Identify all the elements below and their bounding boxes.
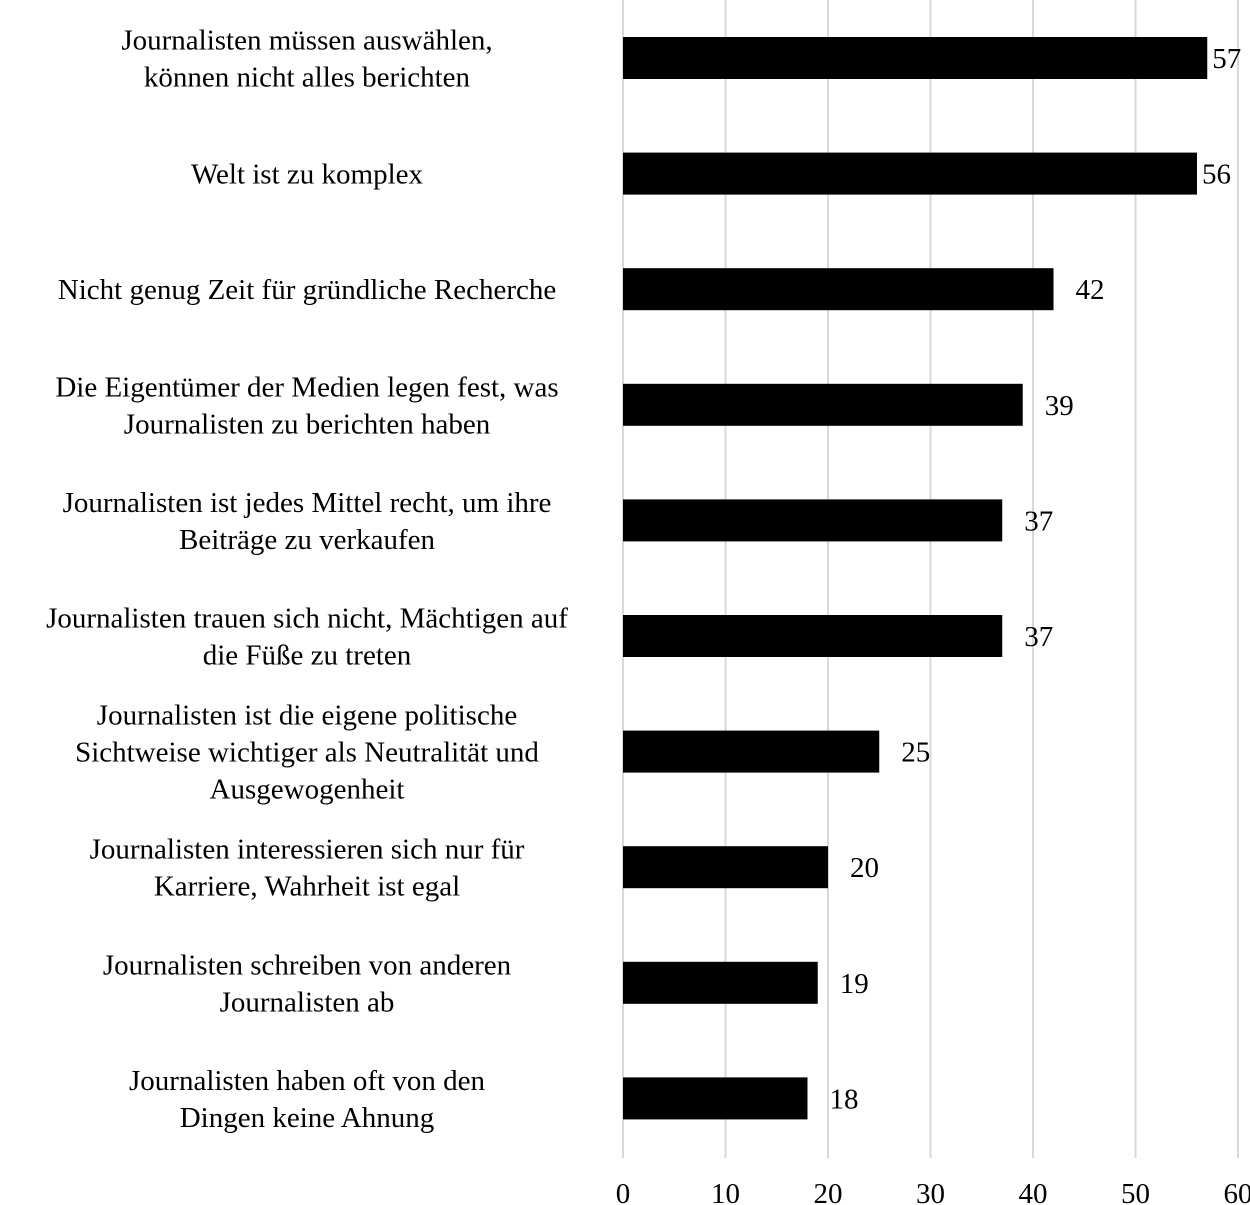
bar bbox=[623, 152, 1197, 195]
category-label: Journalisten ist jedes Mittel recht, um … bbox=[63, 487, 552, 556]
x-tick-label: 10 bbox=[711, 1178, 740, 1205]
x-tick-label: 0 bbox=[616, 1178, 631, 1205]
category-label: Journalisten interessieren sich nur für K… bbox=[90, 834, 525, 903]
bar bbox=[623, 615, 1003, 657]
bar bbox=[623, 383, 1023, 426]
data-label: 56 bbox=[1202, 159, 1231, 191]
data-label: 42 bbox=[1076, 274, 1105, 306]
bar bbox=[623, 730, 880, 773]
data-labels: 57 56 42 39 37 37 25 20 19 18 bbox=[830, 43, 1242, 1115]
bar bbox=[623, 499, 1003, 542]
category-label: Die Eigentümer der Medien legen fest, wa… bbox=[55, 371, 558, 440]
bar bbox=[623, 1077, 808, 1120]
category-label: Journalisten haben oft von den Dingen kei… bbox=[129, 1065, 485, 1134]
category-label: Journalisten schreiben von anderen Journa… bbox=[103, 949, 512, 1018]
data-label: 19 bbox=[840, 968, 869, 1000]
data-label: 57 bbox=[1212, 43, 1241, 75]
data-label: 37 bbox=[1024, 621, 1053, 653]
x-tick-label: 60 bbox=[1224, 1178, 1250, 1205]
data-label: 37 bbox=[1024, 505, 1053, 537]
x-tick-label: 30 bbox=[916, 1178, 945, 1205]
category-labels: Journalisten müssen auswählen, können nic… bbox=[46, 25, 568, 1134]
x-tick-label: 40 bbox=[1019, 1178, 1048, 1205]
data-label: 25 bbox=[901, 737, 930, 769]
bars bbox=[623, 37, 1208, 1120]
data-label: 20 bbox=[850, 852, 879, 884]
bar bbox=[623, 846, 828, 889]
x-tick-label: 50 bbox=[1121, 1178, 1150, 1205]
category-label: Journalisten ist die eigene politische Si… bbox=[75, 700, 539, 806]
x-axis-tick-labels: 0 10 20 30 40 50 60 bbox=[616, 1178, 1250, 1205]
x-tick-label: 20 bbox=[814, 1178, 843, 1205]
category-label: Journalisten trauen sich nicht, Mächtige… bbox=[46, 603, 568, 672]
data-label: 39 bbox=[1045, 390, 1074, 422]
data-label: 18 bbox=[830, 1083, 859, 1115]
category-label: Journalisten müssen auswählen, können nic… bbox=[121, 25, 492, 94]
bar bbox=[623, 37, 1208, 79]
category-label: Welt ist zu komplex bbox=[191, 159, 424, 191]
bar bbox=[623, 961, 818, 1004]
category-label: Nicht genug Zeit für gründliche Recherch… bbox=[58, 274, 556, 306]
bar bbox=[623, 268, 1054, 311]
